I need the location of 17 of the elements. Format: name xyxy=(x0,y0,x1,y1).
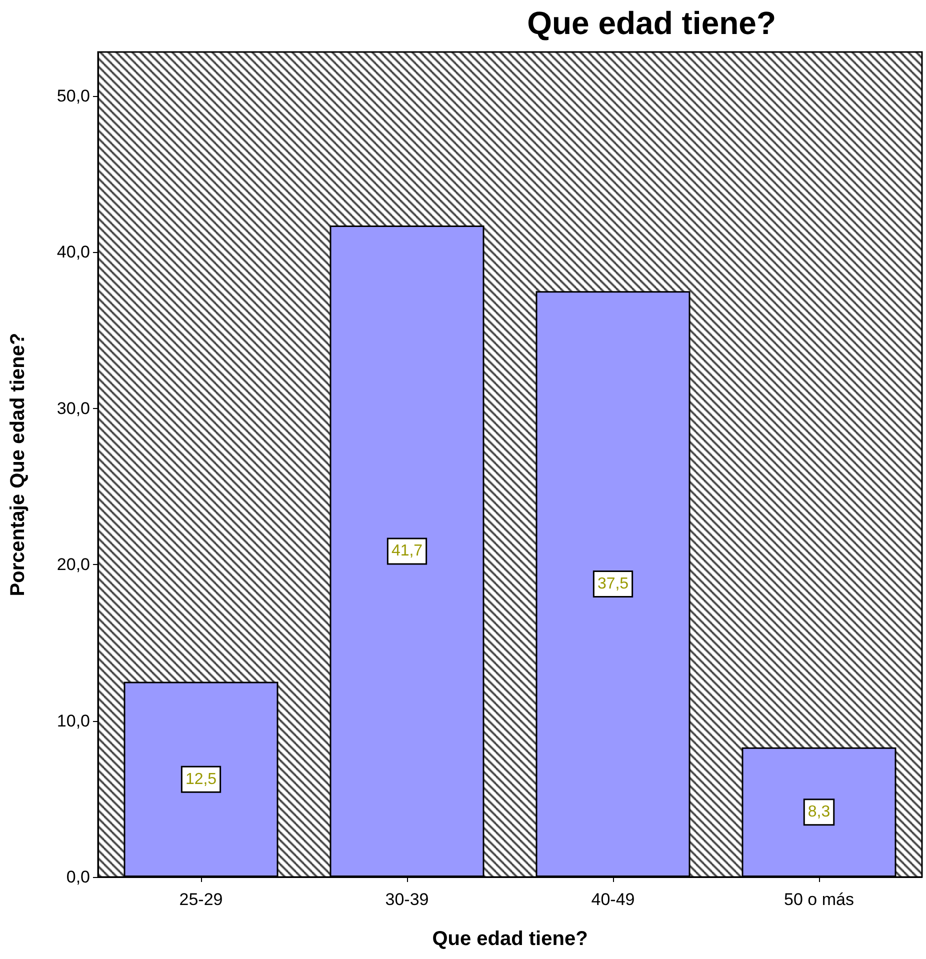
y-tick-label: 50,0 xyxy=(56,86,90,106)
x-tick-label: 30-39 xyxy=(385,890,429,909)
y-tick-label: 40,0 xyxy=(56,242,90,262)
y-tick-label: 20,0 xyxy=(56,555,90,574)
x-axis-title: Que edad tiene? xyxy=(432,928,588,950)
data-label: 37,5 xyxy=(597,576,629,593)
chart-title: Que edad tiene? xyxy=(527,5,776,41)
data-label: 8,3 xyxy=(808,804,830,821)
data-label: 41,7 xyxy=(391,542,423,560)
y-tick-label: 10,0 xyxy=(56,711,90,730)
data-label: 12,5 xyxy=(185,770,217,788)
y-axis-title: Porcentaje Que edad tiene? xyxy=(7,332,29,596)
y-tick-label: 30,0 xyxy=(56,398,90,418)
x-tick-label: 25-29 xyxy=(179,890,223,909)
x-tick-label: 40-49 xyxy=(591,890,635,909)
y-tick-label: 0,0 xyxy=(66,868,90,886)
x-tick-label: 50 o más xyxy=(784,890,854,909)
